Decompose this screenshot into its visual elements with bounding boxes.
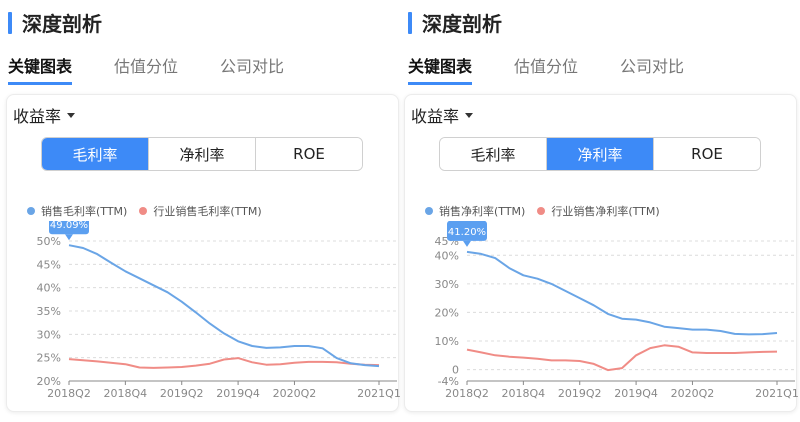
- tab-company-compare[interactable]: 公司对比: [620, 57, 685, 76]
- segment-control: 毛利率 净利率 ROE: [439, 137, 761, 171]
- segment-net-margin[interactable]: 净利率: [547, 138, 654, 170]
- legend-dot-icon: [425, 207, 433, 215]
- segment-roe[interactable]: ROE: [256, 138, 362, 170]
- panel-net-margin: 深度剖析 关键图表 估值分位 公司对比 收益率 毛利率 净利率 ROE 销售净利…: [400, 0, 800, 422]
- tab-valuation-percentile[interactable]: 估值分位: [114, 57, 179, 76]
- y-tick-label: 20%: [37, 375, 61, 388]
- x-tick-label: 2019Q2: [160, 387, 204, 400]
- section-header: 深度剖析: [8, 8, 102, 37]
- company-series-line: [68, 244, 380, 368]
- tooltip-label: 41.20%: [448, 227, 486, 238]
- x-tick-label: 2018Q4: [502, 387, 546, 400]
- section-title: 深度剖析: [22, 12, 102, 36]
- legend-item-company[interactable]: 销售净利率(TTM): [425, 203, 525, 219]
- x-tick-label: 2019Q4: [614, 387, 658, 400]
- x-tick-label: 2018Q2: [47, 387, 91, 400]
- y-tick-label: 25%: [37, 352, 61, 365]
- segment-control: 毛利率 净利率 ROE: [41, 137, 363, 171]
- section-title: 深度剖析: [422, 12, 502, 36]
- legend-item-industry[interactable]: 行业销售净利率(TTM): [537, 203, 660, 219]
- segment-gross-margin[interactable]: 毛利率: [42, 138, 149, 170]
- chart-legend: 销售毛利率(TTM) 行业销售毛利率(TTM): [27, 203, 274, 219]
- y-tick-label: 20%: [435, 306, 459, 319]
- x-tick-label: 2019Q4: [216, 387, 260, 400]
- x-tick-label: 2020Q2: [671, 387, 715, 400]
- tab-key-charts[interactable]: 关键图表: [408, 53, 473, 85]
- value-tooltip: 49.09%: [49, 221, 89, 241]
- chart-legend: 销售净利率(TTM) 行业销售净利率(TTM): [425, 203, 672, 219]
- x-tick-label: 2018Q2: [445, 387, 489, 400]
- tooltip-pointer: [65, 234, 73, 241]
- tab-bar: 关键图表 估值分位 公司对比: [8, 53, 326, 85]
- x-tick-label: 2021Q1: [755, 387, 798, 400]
- y-tick-label: 30%: [435, 278, 459, 291]
- segment-net-margin[interactable]: 净利率: [149, 138, 256, 170]
- y-tick-label: 50%: [37, 235, 61, 248]
- legend-label: 行业销售净利率(TTM): [551, 205, 660, 218]
- legend-label: 行业销售毛利率(TTM): [153, 205, 262, 218]
- industry-series-line: [68, 357, 380, 369]
- legend-item-company[interactable]: 销售毛利率(TTM): [27, 203, 127, 219]
- y-tick-label: 45%: [37, 258, 61, 271]
- metric-selector[interactable]: 收益率: [13, 103, 76, 127]
- y-tick-label: 0: [452, 364, 459, 377]
- tab-company-compare[interactable]: 公司对比: [220, 57, 285, 76]
- tab-key-charts[interactable]: 关键图表: [8, 53, 73, 85]
- metric-selector[interactable]: 收益率: [411, 103, 474, 127]
- chart-card: 收益率 毛利率 净利率 ROE 销售毛利率(TTM) 行业销售毛利率(TTM) …: [6, 94, 400, 412]
- y-tick-label: 35%: [37, 305, 61, 318]
- company-series-line: [466, 250, 778, 336]
- industry-series-line: [466, 344, 778, 372]
- tooltip-bubble: [49, 221, 89, 235]
- chart-card: 收益率 毛利率 净利率 ROE 销售净利率(TTM) 行业销售净利率(TTM) …: [404, 94, 798, 412]
- panel-gross-margin: 深度剖析 关键图表 估值分位 公司对比 收益率 毛利率 净利率 ROE 销售毛利…: [6, 8, 400, 412]
- y-tick-label: 40%: [435, 249, 459, 262]
- net-margin-chart: 45%40%30%20%10%0-4%2018Q2 2018Q4 2019Q2 201…: [435, 221, 798, 400]
- tab-bar: 关键图表 估值分位 公司对比: [408, 53, 726, 85]
- y-tick-label: 30%: [37, 328, 61, 341]
- gross-margin-chart: 50% 45% 40% 35% 30% 25% 20%2018Q2 2018Q4 2019Q2 2…: [37, 221, 400, 400]
- x-tick-label: 2018Q4: [104, 387, 148, 400]
- section-accent-bar: [408, 11, 412, 34]
- legend-label: 销售毛利率(TTM): [41, 205, 128, 218]
- tooltip-bubble: [447, 221, 487, 241]
- legend-dot-icon: [139, 207, 148, 215]
- tooltip-label: 49.09%: [50, 221, 88, 231]
- x-tick-label: 2021Q1: [357, 387, 400, 400]
- section-header: 深度剖析: [408, 8, 502, 37]
- x-tick-label: 2020Q2: [273, 387, 317, 400]
- section-accent-bar: [8, 11, 12, 34]
- tooltip-pointer: [463, 240, 471, 247]
- tab-valuation-percentile[interactable]: 估值分位: [514, 57, 579, 76]
- y-tick-label: 40%: [37, 282, 61, 295]
- segment-gross-margin[interactable]: 毛利率: [440, 138, 547, 170]
- x-tick-label: 2019Q2: [558, 387, 602, 400]
- caret-down-icon: [67, 112, 76, 118]
- legend-dot-icon: [537, 207, 546, 215]
- value-tooltip: 41.20%: [447, 221, 487, 247]
- metric-selector-label: 收益率: [13, 107, 62, 126]
- legend-dot-icon: [27, 207, 35, 215]
- y-tick-label: 10%: [435, 335, 459, 348]
- legend-label: 销售净利率(TTM): [439, 205, 526, 218]
- y-tick-label: -4%: [438, 375, 459, 388]
- caret-down-icon: [465, 112, 474, 118]
- legend-item-industry[interactable]: 行业销售毛利率(TTM): [139, 203, 262, 219]
- segment-roe[interactable]: ROE: [654, 138, 760, 170]
- metric-selector-label: 收益率: [411, 107, 460, 126]
